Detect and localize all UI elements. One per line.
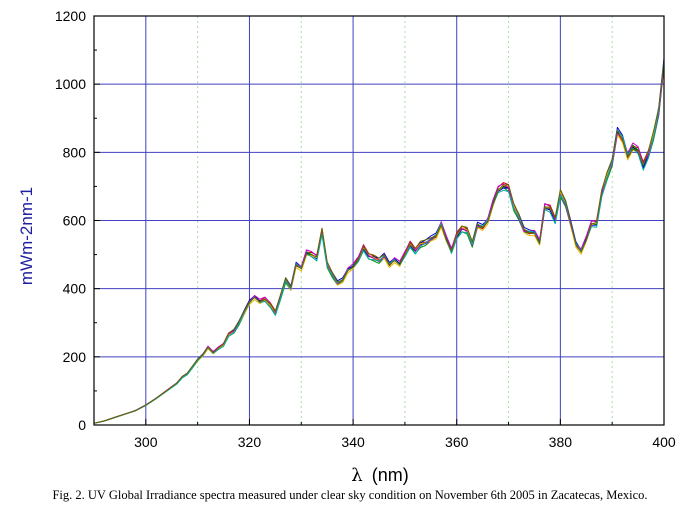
y-tick-label: 200 xyxy=(63,349,87,365)
y-tick-label: 0 xyxy=(78,417,86,433)
series-group xyxy=(93,58,665,424)
y-tick-label: 600 xyxy=(63,213,87,229)
x-tick-label: 360 xyxy=(445,434,469,450)
tick-labels: 300 320 340 360 380 400 0 200 400 600 800 1000 1200 xyxy=(55,8,676,450)
y-tick-label: 1000 xyxy=(55,76,86,92)
series-line xyxy=(93,66,665,424)
series-line xyxy=(93,60,665,424)
major-grid xyxy=(94,16,664,425)
series-line xyxy=(93,65,665,424)
axes xyxy=(93,15,665,426)
series-line xyxy=(93,62,665,424)
y-axis-label: mWm-2nm-1 xyxy=(17,187,36,285)
spectrum-chart: 300 320 340 360 380 400020040060080010001200 … xyxy=(17,8,676,486)
x-axis-label: λ (nm) xyxy=(351,465,408,486)
y-tick-label: 800 xyxy=(63,144,87,160)
series-line xyxy=(93,63,665,424)
x-tick-label: 400 xyxy=(652,434,676,450)
series-line xyxy=(93,66,665,424)
series-line xyxy=(93,65,665,424)
y-tick-label: 400 xyxy=(63,281,87,297)
x-tick-label: 340 xyxy=(341,434,365,450)
x-tick-label: 300 xyxy=(134,434,158,450)
x-tick-label: 380 xyxy=(549,434,573,450)
figure-caption: Fig. 2. UV Global Irradiance spectra mea… xyxy=(52,488,648,502)
y-tick-label: 1200 xyxy=(55,8,86,24)
x-tick-label: 320 xyxy=(238,434,262,450)
series-line xyxy=(93,58,665,424)
